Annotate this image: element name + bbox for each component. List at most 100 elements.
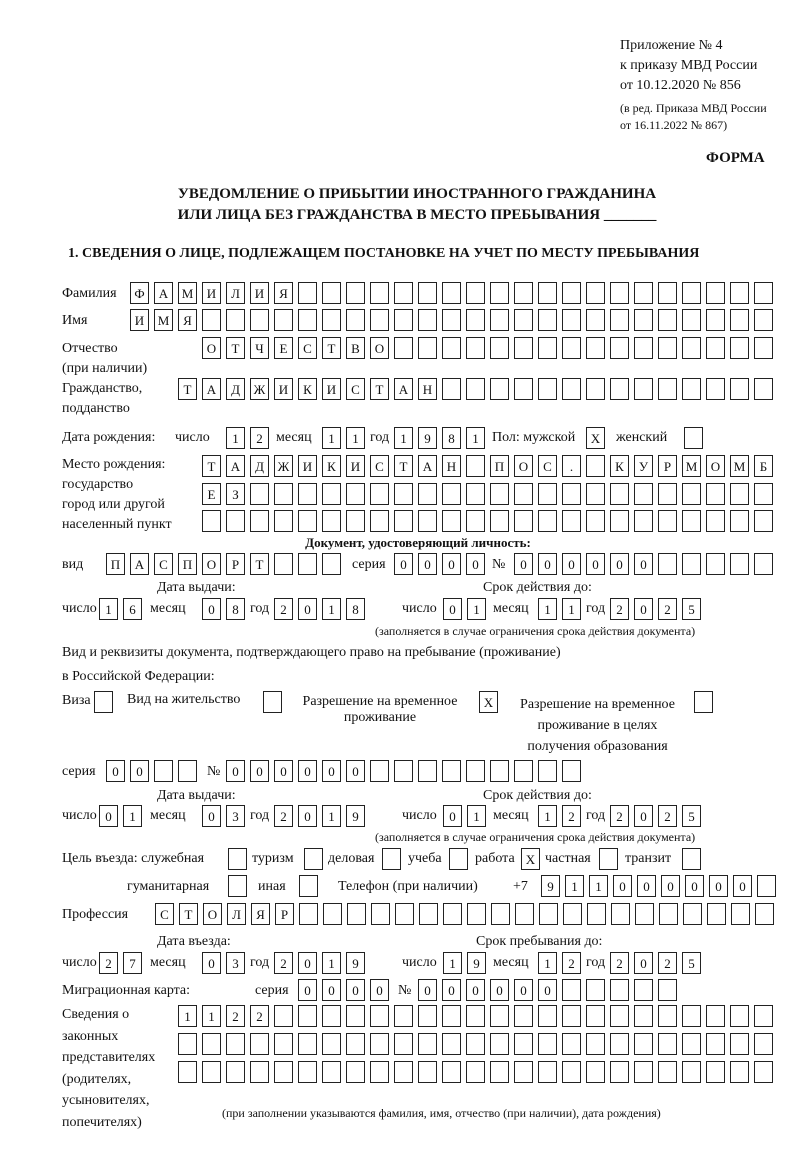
input-cell[interactable]: 0	[634, 805, 653, 827]
input-cell[interactable]	[514, 510, 533, 532]
input-cell[interactable]: 0	[685, 875, 704, 897]
input-cell[interactable]: 2	[226, 1005, 245, 1027]
input-cell[interactable]: 0	[634, 952, 653, 974]
input-cell[interactable]	[490, 1033, 509, 1055]
input-cell[interactable]: И	[202, 282, 221, 304]
input-cell[interactable]	[562, 378, 581, 400]
input-cell[interactable]	[370, 760, 389, 782]
input-cell[interactable]: 0	[298, 952, 317, 974]
input-cell[interactable]	[490, 1005, 509, 1027]
input-cell[interactable]	[443, 903, 462, 925]
input-cell[interactable]: 0	[418, 979, 437, 1001]
input-cell[interactable]	[634, 510, 653, 532]
input-cell[interactable]: 0	[250, 760, 269, 782]
input-cell[interactable]	[730, 1005, 749, 1027]
input-cell[interactable]: 2	[658, 598, 677, 620]
input-cell[interactable]	[298, 1005, 317, 1027]
input-cell[interactable]: 1	[467, 805, 486, 827]
input-cell[interactable]	[610, 979, 629, 1001]
input-cell[interactable]	[449, 848, 468, 870]
input-cell[interactable]: 0	[634, 598, 653, 620]
input-cell[interactable]	[682, 309, 701, 331]
input-cell[interactable]: 2	[658, 805, 677, 827]
input-cell[interactable]	[514, 1005, 533, 1027]
input-cell[interactable]: 0	[514, 553, 533, 575]
input-cell[interactable]	[562, 510, 581, 532]
input-cell[interactable]: 9	[541, 875, 560, 897]
input-cell[interactable]	[562, 309, 581, 331]
input-cell[interactable]: 1	[178, 1005, 197, 1027]
input-cell[interactable]	[322, 309, 341, 331]
input-cell[interactable]	[322, 553, 341, 575]
input-cell[interactable]	[562, 760, 581, 782]
input-cell[interactable]	[394, 760, 413, 782]
input-cell[interactable]	[658, 1005, 677, 1027]
input-cell[interactable]: 0	[346, 979, 365, 1001]
input-cell[interactable]: 1	[538, 805, 557, 827]
input-cell[interactable]	[754, 1061, 773, 1083]
input-cell[interactable]: 5	[682, 805, 701, 827]
input-cell[interactable]	[658, 510, 677, 532]
input-cell[interactable]	[178, 1033, 197, 1055]
input-cell[interactable]	[202, 510, 221, 532]
input-cell[interactable]	[538, 510, 557, 532]
input-cell[interactable]	[562, 337, 581, 359]
input-cell[interactable]	[635, 903, 654, 925]
input-cell[interactable]	[322, 510, 341, 532]
input-cell[interactable]	[634, 282, 653, 304]
input-cell[interactable]	[610, 309, 629, 331]
input-cell[interactable]	[611, 903, 630, 925]
input-cell[interactable]	[586, 378, 605, 400]
input-cell[interactable]	[610, 378, 629, 400]
input-cell[interactable]	[538, 378, 557, 400]
input-cell[interactable]	[610, 337, 629, 359]
input-cell[interactable]	[442, 1061, 461, 1083]
input-cell[interactable]	[467, 903, 486, 925]
input-cell[interactable]: 1	[589, 875, 608, 897]
input-cell[interactable]	[490, 760, 509, 782]
input-cell[interactable]: С	[370, 455, 389, 477]
input-cell[interactable]	[706, 282, 725, 304]
input-cell[interactable]	[322, 282, 341, 304]
input-cell[interactable]: 2	[562, 952, 581, 974]
input-cell[interactable]	[706, 309, 725, 331]
input-cell[interactable]: .	[562, 455, 581, 477]
input-cell[interactable]: 0	[490, 979, 509, 1001]
input-cell[interactable]	[228, 875, 247, 897]
input-cell[interactable]	[466, 309, 485, 331]
input-cell[interactable]	[442, 510, 461, 532]
input-cell[interactable]: X	[586, 427, 605, 449]
input-cell[interactable]: 1	[466, 427, 485, 449]
input-cell[interactable]: 0	[562, 553, 581, 575]
input-cell[interactable]: Ф	[130, 282, 149, 304]
input-cell[interactable]	[587, 903, 606, 925]
input-cell[interactable]: 2	[562, 805, 581, 827]
input-cell[interactable]: 0	[613, 875, 632, 897]
input-cell[interactable]	[658, 337, 677, 359]
input-cell[interactable]	[730, 337, 749, 359]
input-cell[interactable]	[514, 337, 533, 359]
input-cell[interactable]	[274, 483, 293, 505]
input-cell[interactable]	[226, 510, 245, 532]
input-cell[interactable]: 2	[274, 598, 293, 620]
input-cell[interactable]	[202, 309, 221, 331]
input-cell[interactable]: А	[154, 282, 173, 304]
input-cell[interactable]: Ч	[250, 337, 269, 359]
input-cell[interactable]: Ж	[250, 378, 269, 400]
input-cell[interactable]	[466, 378, 485, 400]
input-cell[interactable]: Е	[202, 483, 221, 505]
input-cell[interactable]	[694, 691, 713, 713]
input-cell[interactable]: 1	[322, 427, 341, 449]
input-cell[interactable]	[442, 1005, 461, 1027]
input-cell[interactable]: 2	[610, 805, 629, 827]
input-cell[interactable]: 0	[298, 805, 317, 827]
input-cell[interactable]: 2	[250, 427, 269, 449]
input-cell[interactable]	[274, 553, 293, 575]
input-cell[interactable]	[706, 1005, 725, 1027]
input-cell[interactable]	[538, 282, 557, 304]
input-cell[interactable]: 0	[637, 875, 656, 897]
input-cell[interactable]	[490, 282, 509, 304]
input-cell[interactable]: А	[226, 455, 245, 477]
input-cell[interactable]	[394, 510, 413, 532]
input-cell[interactable]: О	[514, 455, 533, 477]
